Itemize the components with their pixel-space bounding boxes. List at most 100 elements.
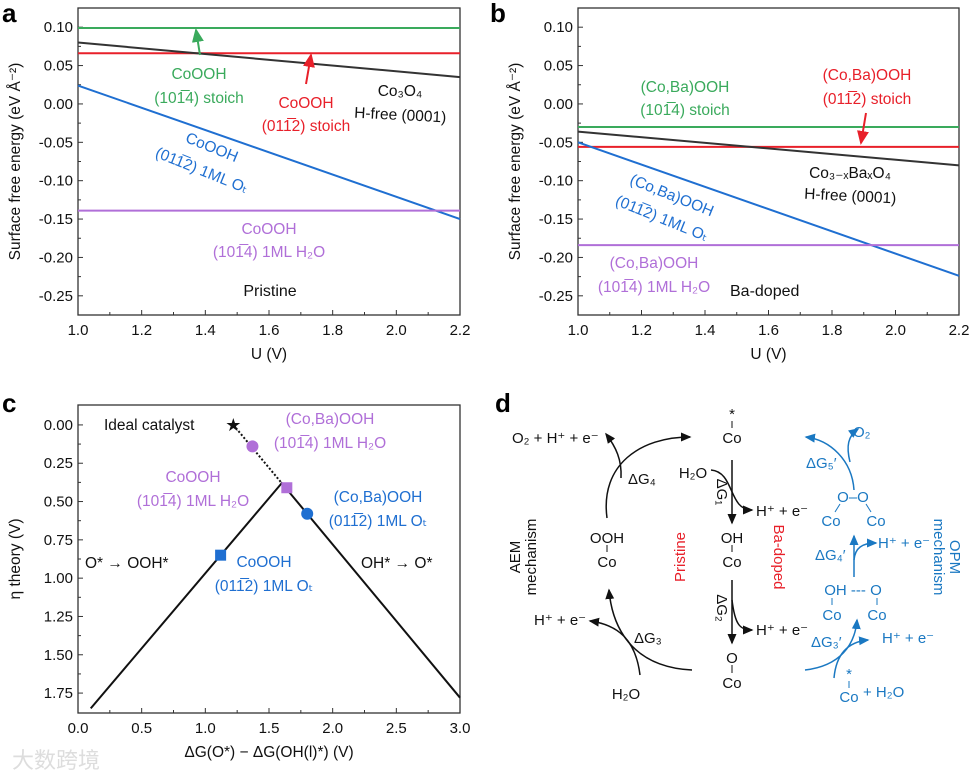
x-tick-label: 1.4 [195, 322, 216, 339]
y-tick-label: -0.20 [39, 249, 73, 266]
x-tick-label: 1.8 [322, 322, 343, 339]
x-tick-label: 1.2 [131, 322, 152, 339]
y-tick-label: -0.10 [539, 173, 573, 190]
panel-b-chart: 1.0 1.2 1.4 1.6 1.8 2.0 2.2 0.10 0.05 0.00 -0.05 -0… [507, 7, 970, 363]
arrow-h-e-out [731, 599, 754, 635]
h-e-product: H⁺ + e⁻ [756, 622, 808, 639]
label-purple-2: (101̅4) 1ML H₂O [598, 279, 710, 296]
x-tick-label: 2.2 [949, 322, 970, 339]
y-tick-label: -0.20 [539, 249, 573, 266]
x-axis-label: U (V) [251, 346, 287, 363]
arrow-green [191, 28, 204, 56]
delta-g3p: ΔG₃′ [811, 634, 842, 651]
arrow-aem-step4 [605, 432, 692, 519]
co-site: Co [722, 675, 741, 692]
x-tick-label: 1.5 [259, 720, 280, 737]
panel-label-a: a [2, 0, 17, 28]
data-point-circle [301, 507, 314, 520]
label-black-2: H-free (0001) [804, 186, 897, 208]
dotted-line-to-ideal [232, 424, 283, 484]
panel-c-annotations: Ideal catalyst (Co,Ba)OOH (101̅4) 1ML H₂… [85, 411, 432, 595]
h-e-product: H⁺ + e⁻ [878, 535, 930, 552]
panel-b-annotations: (Co,Ba)OOH (101̅4) stoich (Co,Ba)OOH (01… [598, 67, 911, 300]
label-green-2: (101̅4) stoich [154, 90, 244, 107]
y-axis-label: Surface free energy (eV Å⁻²) [7, 63, 24, 261]
series-line-blue [77, 84, 461, 221]
x-tick-label: 2.0 [885, 322, 906, 339]
delta-g4: ΔG₄ [628, 471, 656, 488]
ooh-adsorbate: OOH [590, 530, 624, 547]
x-tick-label: 1.4 [695, 322, 716, 339]
volcano-left-label: O* → OOH* [85, 555, 169, 572]
series-line-blue [577, 141, 960, 277]
panel-c-chart: 0.0 0.5 1.0 1.5 2.0 2.5 3.0 0.00 0.25 0.50 0.75 1.0… [7, 404, 471, 761]
x-tick-label: 2.0 [386, 322, 407, 339]
data-point-circle [246, 440, 259, 453]
co-star: * [729, 406, 735, 423]
x-axis-label: ΔG(O*) − ΔG(OH(l)*) (V) [184, 744, 353, 761]
y-tick-label: -0.15 [39, 211, 73, 228]
y-tick-label: 0.75 [44, 532, 73, 549]
h-e-product: H⁺ + e⁻ [756, 503, 808, 520]
co-site: Co [867, 607, 886, 624]
ba-doped-label: Ba-doped [770, 524, 787, 589]
arrow-opm-step5 [804, 433, 855, 491]
aem-label-2: mechanism [523, 519, 540, 596]
o-o-bridge: O–O [837, 489, 869, 506]
co-site: Co [722, 430, 741, 447]
x-axis-label: U (V) [750, 346, 786, 363]
arrow-h-e-out [588, 617, 641, 676]
x-tick-label: 1.8 [822, 322, 843, 339]
arrow-o2-release [847, 428, 860, 463]
ideal-catalyst-star: ★ [225, 415, 241, 435]
arrow-h-e-out [833, 636, 870, 679]
y-tick-label: 0.00 [44, 417, 73, 434]
y-tick-label: -0.10 [39, 173, 73, 190]
panel-label-c: c [2, 388, 16, 418]
aem-product-o2: O₂ + H⁺ + e⁻ [512, 430, 599, 447]
y-tick-label: 0.10 [544, 19, 573, 36]
panel-d-scheme: O₂ + H⁺ + e⁻ * Co ΔG₄ H₂O ΔG₁ H⁺ + e⁻ OH… [507, 406, 963, 706]
co-site: Co [839, 689, 858, 706]
x-tick-label: 2.0 [322, 720, 343, 737]
y-tick-label: 1.25 [44, 608, 73, 625]
x-tick-label: 1.6 [259, 322, 280, 339]
point-label-2: (011̅2) 1ML Oₜ [329, 513, 427, 530]
label-red: CoOOH [278, 95, 333, 112]
label-purple: (Co,Ba)OOH [610, 255, 699, 272]
h-e-product: H⁺ + e⁻ [534, 612, 586, 629]
point-label-2: (101̅4) 1ML H₂O [137, 493, 249, 510]
bond [834, 503, 841, 513]
label-purple: CoOOH [241, 221, 296, 238]
label-green-2: (101̅4) stoich [640, 102, 730, 119]
x-tick-label: 3.0 [450, 720, 471, 737]
point-label: CoOOH [165, 469, 220, 486]
h-e-product: H⁺ + e⁻ [882, 630, 934, 647]
x-tick-label: 1.0 [68, 322, 89, 339]
co-star: * [846, 666, 852, 683]
y-tick-label: -0.25 [39, 288, 73, 305]
panel-label-b: b [490, 0, 506, 28]
arrow-h-e-out [853, 538, 878, 561]
o-adsorbate: O [726, 650, 738, 667]
label-purple-2: (101̅4) 1ML H₂O [213, 244, 325, 261]
opm-label-2: mechanism [930, 519, 947, 596]
y-tick-label: 1.75 [44, 685, 73, 702]
label-red-2: (011̅2) stoich [823, 91, 911, 108]
condition-label-ba-doped: Ba-doped [730, 283, 799, 300]
plus-h2o: + H₂O [863, 684, 904, 701]
label-black: Co₃O₄ [378, 83, 423, 100]
y-tick-label: -0.15 [539, 211, 573, 228]
x-tick-label: 2.2 [450, 322, 471, 339]
y-tick-label: 1.50 [44, 647, 73, 664]
panel-label-d: d [495, 388, 511, 418]
volcano-right-label: OH* → O* [361, 555, 432, 572]
x-tick-label: 2.5 [386, 720, 407, 737]
label-green: (Co,Ba)OOH [641, 79, 730, 96]
co-site: Co [722, 554, 741, 571]
y-tick-label: 0.25 [44, 455, 73, 472]
h2o-in: H₂O [612, 686, 640, 703]
aem-label: AEM [507, 541, 524, 574]
point-label-2: (101̅4) 1ML H₂O [274, 435, 386, 452]
